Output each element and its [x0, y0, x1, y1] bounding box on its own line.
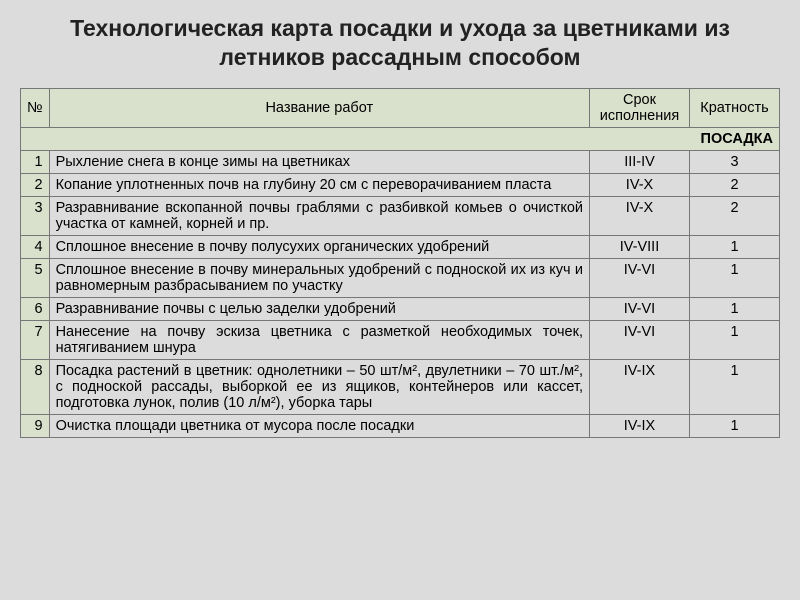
cell-multiplicity: 1 [690, 297, 780, 320]
cell-number: 5 [21, 258, 50, 297]
table-row: 8Посадка растений в цветник: однолетники… [21, 359, 780, 414]
cell-multiplicity: 1 [690, 258, 780, 297]
cell-period: IV-VI [590, 258, 690, 297]
cell-period: IV-VI [590, 320, 690, 359]
cell-number: 4 [21, 235, 50, 258]
col-header-name: Название работ [49, 88, 589, 127]
cell-period: IV-VIII [590, 235, 690, 258]
cell-period: IV-X [590, 173, 690, 196]
cell-multiplicity: 3 [690, 150, 780, 173]
cell-work-name: Посадка растений в цветник: однолетники … [49, 359, 589, 414]
cell-multiplicity: 1 [690, 414, 780, 437]
cell-multiplicity: 1 [690, 359, 780, 414]
col-header-period: Срок исполнения [590, 88, 690, 127]
cell-multiplicity: 2 [690, 173, 780, 196]
cell-number: 6 [21, 297, 50, 320]
work-schedule-table: № Название работ Срок исполнения Кратнос… [20, 88, 780, 438]
cell-period: IV-X [590, 196, 690, 235]
cell-number: 3 [21, 196, 50, 235]
cell-period: IV-IX [590, 414, 690, 437]
col-header-number: № [21, 88, 50, 127]
table-header-row: № Название работ Срок исполнения Кратнос… [21, 88, 780, 127]
section-label: ПОСАДКА [21, 127, 780, 150]
cell-multiplicity: 1 [690, 235, 780, 258]
cell-multiplicity: 2 [690, 196, 780, 235]
cell-number: 8 [21, 359, 50, 414]
cell-work-name: Очистка площади цветника от мусора после… [49, 414, 589, 437]
table-body: ПОСАДКА 1Рыхление снега в конце зимы на … [21, 127, 780, 437]
cell-period: III-IV [590, 150, 690, 173]
table-row: 9Очистка площади цветника от мусора посл… [21, 414, 780, 437]
table-row: 7Нанесение на почву эскиза цветника с ра… [21, 320, 780, 359]
table-row: 1Рыхление снега в конце зимы на цветника… [21, 150, 780, 173]
table-row: 3Разравнивание вскопанной почвы граблями… [21, 196, 780, 235]
cell-period: IV-VI [590, 297, 690, 320]
cell-work-name: Разравнивание вскопанной почвы граблями … [49, 196, 589, 235]
table-row: 2Копание уплотненных почв на глубину 20 … [21, 173, 780, 196]
section-row: ПОСАДКА [21, 127, 780, 150]
table-row: 5Сплошное внесение в почву минеральных у… [21, 258, 780, 297]
cell-number: 1 [21, 150, 50, 173]
cell-number: 9 [21, 414, 50, 437]
col-header-multiplicity: Кратность [690, 88, 780, 127]
cell-work-name: Сплошное внесение в почву минеральных уд… [49, 258, 589, 297]
cell-work-name: Рыхление снега в конце зимы на цветниках [49, 150, 589, 173]
cell-work-name: Копание уплотненных почв на глубину 20 с… [49, 173, 589, 196]
table-row: 6Разравнивание почвы с целью заделки удо… [21, 297, 780, 320]
cell-work-name: Разравнивание почвы с целью заделки удоб… [49, 297, 589, 320]
cell-multiplicity: 1 [690, 320, 780, 359]
cell-work-name: Нанесение на почву эскиза цветника с раз… [49, 320, 589, 359]
cell-work-name: Сплошное внесение в почву полусухих орга… [49, 235, 589, 258]
cell-period: IV-IX [590, 359, 690, 414]
cell-number: 2 [21, 173, 50, 196]
table-row: 4Сплошное внесение в почву полусухих орг… [21, 235, 780, 258]
cell-number: 7 [21, 320, 50, 359]
page-title: Технологическая карта посадки и ухода за… [20, 14, 780, 72]
